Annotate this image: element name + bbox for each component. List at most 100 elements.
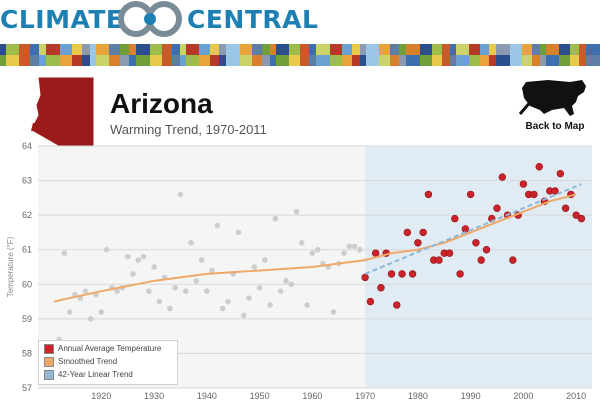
- data-point: [346, 243, 353, 250]
- data-point: [124, 253, 131, 260]
- data-point: [361, 273, 369, 282]
- data-point: [424, 190, 433, 199]
- y-tick-label: 61: [22, 245, 32, 255]
- chart-subtitle: Warming Trend, 1970-2011: [110, 122, 267, 137]
- data-point: [561, 204, 570, 212]
- data-point: [419, 228, 427, 237]
- data-point: [156, 298, 163, 305]
- data-point: [451, 214, 459, 223]
- data-point: [357, 246, 363, 253]
- legend-item-annual: Annual Average Temperature: [44, 343, 161, 355]
- legend-item-linear: 42-Year Linear Trend: [44, 369, 133, 381]
- legend-swatch-annual: [44, 343, 54, 354]
- data-point: [103, 246, 110, 253]
- data-point: [288, 281, 295, 288]
- trend-lines: [53, 183, 582, 303]
- y-tick-label: 62: [22, 210, 32, 220]
- x-tick-label: 1940: [197, 391, 217, 400]
- linear-trend-line: [364, 183, 582, 275]
- highlight-region: [365, 146, 592, 388]
- data-point: [472, 239, 480, 247]
- data-point: [256, 284, 263, 291]
- x-axis-ticks: 1920 1930 1940 1950 1960 1970 1980 1990 2000 2010: [91, 391, 586, 400]
- arizona-state-shape-icon: [31, 76, 95, 148]
- data-point: [371, 249, 380, 257]
- us-map-icon: [518, 80, 586, 116]
- data-point: [98, 309, 105, 315]
- data-point: [182, 288, 189, 294]
- data-point: [235, 229, 242, 236]
- data-point: [398, 270, 406, 278]
- data-point: [393, 301, 401, 309]
- data-point: [414, 239, 422, 247]
- data-point: [204, 288, 210, 294]
- y-tick-label: 64: [22, 141, 32, 151]
- data-point: [219, 305, 226, 312]
- data-point: [240, 312, 247, 319]
- data-point: [498, 173, 507, 181]
- data-point: [466, 190, 475, 199]
- back-to-map-label: Back to Map: [525, 121, 585, 132]
- y-tick-label: 57: [22, 383, 32, 393]
- x-tick-label: 1920: [91, 391, 111, 400]
- data-point: [403, 228, 412, 237]
- data-point: [551, 187, 559, 195]
- color-stripe-banner: [0, 44, 600, 66]
- data-point: [209, 267, 215, 274]
- y-tick-label: 59: [22, 314, 32, 324]
- data-point: [246, 295, 252, 301]
- data-point: [299, 240, 305, 246]
- data-point: [456, 270, 464, 278]
- data-point: [283, 278, 289, 284]
- data-point: [262, 257, 268, 263]
- legend-swatch-smoothed: [44, 356, 54, 367]
- temperature-chart: 57 58 59 60 61 62 63 64 1920 1930 1940 1950 1960 197…: [6, 141, 592, 400]
- x-tick-label: 1930: [144, 391, 164, 400]
- data-point: [130, 271, 136, 277]
- data-point: [377, 284, 385, 292]
- data-point: [341, 250, 347, 256]
- data-point: [66, 309, 73, 315]
- data-point: [193, 278, 200, 284]
- data-point: [167, 305, 173, 312]
- data-point: [493, 204, 501, 212]
- legend-swatch-linear: [44, 369, 54, 380]
- data-point: [482, 246, 491, 254]
- temperature-points: [56, 163, 586, 343]
- data-point: [172, 284, 178, 291]
- data-point: [251, 264, 258, 270]
- y-tick-label: 60: [22, 279, 32, 289]
- data-point: [87, 316, 94, 322]
- data-point: [82, 288, 89, 294]
- x-tick-label: 2000: [513, 391, 533, 400]
- data-point: [314, 246, 321, 253]
- data-point: [577, 214, 586, 223]
- data-point: [188, 240, 194, 246]
- data-point: [445, 249, 454, 257]
- x-tick-label: 1960: [302, 391, 322, 400]
- back-to-map-button[interactable]: Back to Map: [518, 76, 592, 134]
- data-point: [435, 256, 443, 264]
- data-point: [572, 211, 580, 219]
- x-tick-label: 1990: [461, 391, 481, 400]
- data-point: [556, 169, 565, 178]
- data-point: [135, 257, 142, 263]
- logo-word-climate: CLIMATE: [0, 5, 124, 34]
- data-point: [293, 208, 300, 215]
- y-axis-ticks: 57 58 59 60 61 62 63 64: [22, 141, 32, 393]
- chart-legend: Annual Average Temperature Smoothed Tren…: [38, 340, 178, 385]
- data-point: [530, 190, 538, 199]
- logo-rings-icon: [118, 1, 182, 37]
- x-tick-label: 1970: [355, 391, 375, 400]
- data-point: [277, 288, 284, 294]
- data-point: [151, 264, 157, 270]
- data-point: [272, 215, 279, 222]
- data-point: [387, 270, 396, 278]
- data-point: [509, 256, 517, 264]
- state-title: Arizona: [110, 88, 213, 119]
- logo-word-central: CENTRAL: [187, 5, 319, 34]
- x-tick-label: 2010: [566, 391, 586, 400]
- smoothed-trend-line: [53, 193, 577, 303]
- data-point: [309, 250, 316, 256]
- legend-label-smoothed: Smoothed Trend: [58, 357, 118, 366]
